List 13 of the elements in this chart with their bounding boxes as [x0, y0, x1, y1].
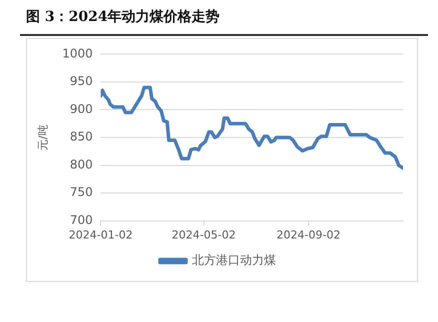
legend-label: 北方港口动力煤 — [192, 253, 276, 268]
x-tick-label: 2024-05-02 — [172, 228, 236, 242]
y-tick-label: 750 — [70, 185, 93, 200]
x-tick-label: 2024-01-02 — [68, 228, 133, 242]
y-tick-label: 950 — [70, 74, 93, 88]
y-tick-label: 1000 — [62, 46, 93, 60]
chart-title: 图 3：2024年动力煤价格走势 — [26, 8, 220, 26]
y-tick-label: 900 — [70, 102, 93, 116]
y-tick-label: 850 — [70, 130, 93, 144]
y-tick-label: 800 — [70, 157, 93, 172]
x-tick-label: 2024-09-02 — [276, 228, 340, 242]
y-axis-title: 元/吨 — [36, 124, 50, 150]
y-tick-label: 700 — [70, 212, 93, 227]
